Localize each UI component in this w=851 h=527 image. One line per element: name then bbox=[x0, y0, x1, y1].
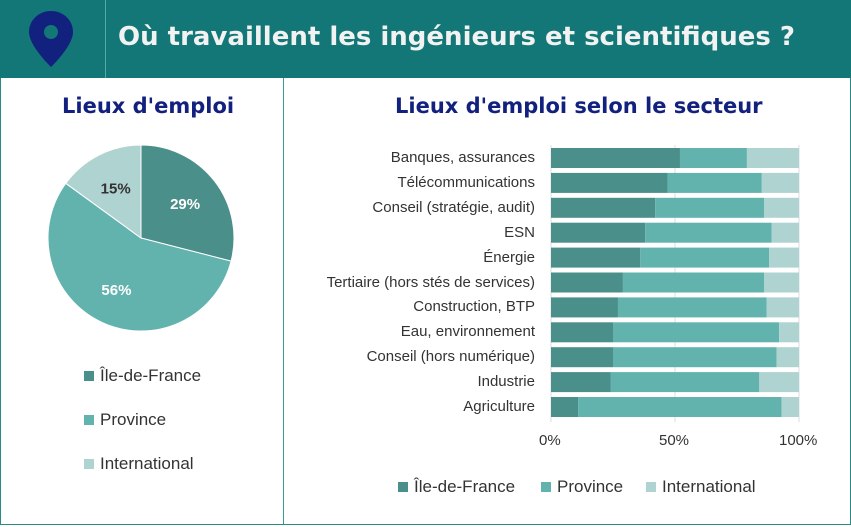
bar-legend-item: Province bbox=[541, 477, 623, 497]
legend-swatch bbox=[541, 482, 551, 492]
bar-segment bbox=[746, 148, 799, 168]
bar-segment bbox=[779, 322, 799, 343]
legend-swatch bbox=[84, 415, 94, 425]
x-tick-label: 50% bbox=[659, 432, 690, 449]
bar-segment bbox=[610, 372, 760, 393]
panel-divider bbox=[283, 78, 284, 524]
bar-segment bbox=[667, 172, 762, 193]
legend-label: Île-de-France bbox=[414, 477, 516, 496]
bar-segment bbox=[551, 247, 641, 268]
bar-segment bbox=[613, 322, 780, 343]
bar-segment bbox=[551, 372, 611, 393]
category-label: Banques, assurances bbox=[390, 149, 535, 166]
bar-segment bbox=[551, 222, 646, 243]
category-label: Eau, environnement bbox=[400, 323, 535, 341]
bar-segment bbox=[551, 148, 680, 168]
pie-data-label: 29% bbox=[170, 196, 200, 213]
bar-segment bbox=[551, 397, 579, 417]
category-label: Conseil (stratégie, audit) bbox=[372, 198, 535, 216]
bar-segment bbox=[551, 347, 613, 368]
bar-segment bbox=[551, 297, 618, 318]
header: Où travaillent les ingénieurs et scienti… bbox=[0, 0, 851, 78]
pin-box bbox=[0, 0, 106, 78]
bar-segment bbox=[613, 347, 777, 368]
map-pin-icon bbox=[29, 11, 73, 67]
category-label: Énergie bbox=[483, 248, 535, 266]
bar-segment bbox=[759, 372, 799, 393]
legend-swatch bbox=[84, 371, 94, 381]
legend-label: Île-de-France bbox=[100, 366, 202, 385]
bar-segment bbox=[769, 247, 799, 268]
x-tick-label: 100% bbox=[779, 432, 818, 449]
pie-slice-0 bbox=[140, 144, 235, 262]
pie-chart: 29% 56% 15% bbox=[47, 144, 235, 332]
pie-slice-2 bbox=[65, 144, 142, 239]
bar-segment bbox=[655, 197, 765, 218]
legend-label: International bbox=[100, 454, 194, 473]
bar-segment bbox=[776, 347, 799, 368]
x-tick-label: 0% bbox=[539, 432, 561, 449]
bar-segment bbox=[551, 272, 623, 293]
bar-legend-item: International bbox=[646, 477, 756, 497]
legend-swatch bbox=[398, 482, 408, 492]
bar-title: Lieux d'emploi selon le secteur bbox=[395, 94, 763, 118]
pie-slice-1 bbox=[47, 182, 232, 332]
category-label: Construction, BTP bbox=[413, 298, 535, 316]
bar-segment bbox=[622, 272, 765, 293]
pie-title: Lieux d'emploi bbox=[62, 94, 235, 118]
legend-label: International bbox=[662, 477, 756, 496]
category-label: Agriculture bbox=[463, 398, 535, 415]
pie-legend-item: Province bbox=[84, 410, 166, 430]
pie-data-label: 56% bbox=[101, 282, 131, 299]
bar-segment bbox=[551, 172, 668, 193]
pie-data-label: 15% bbox=[101, 180, 131, 197]
bar-segment bbox=[645, 222, 772, 243]
page-title: Où travaillent les ingénieurs et scienti… bbox=[118, 22, 796, 52]
category-label: ESN bbox=[504, 223, 535, 241]
bar-segment bbox=[617, 297, 767, 318]
bar-segment bbox=[771, 222, 799, 243]
category-label: Conseil (hors numérique) bbox=[366, 348, 535, 366]
legend-label: Province bbox=[557, 477, 624, 496]
bar-segment bbox=[551, 322, 613, 343]
pie-legend-item: International bbox=[84, 454, 194, 474]
pie-legend-item: Île-de-France bbox=[84, 366, 201, 386]
bar-segment bbox=[640, 247, 770, 268]
bar-segment bbox=[578, 397, 782, 417]
bar-segment bbox=[764, 272, 799, 293]
legend-swatch bbox=[646, 482, 656, 492]
category-label: Tertiaire (hors stés de services) bbox=[326, 273, 535, 291]
legend-label: Province bbox=[100, 410, 167, 429]
bar-segment bbox=[551, 197, 656, 218]
bar-segment bbox=[761, 172, 799, 193]
category-label: Industrie bbox=[477, 373, 535, 391]
bar-segment bbox=[766, 297, 799, 318]
bar-segment bbox=[764, 197, 799, 218]
legend-swatch bbox=[84, 459, 94, 469]
category-label: Télécommunications bbox=[397, 173, 535, 191]
bar-segment bbox=[781, 397, 799, 417]
bar-segment bbox=[679, 148, 747, 168]
bar-legend-item: Île-de-France bbox=[398, 477, 515, 497]
